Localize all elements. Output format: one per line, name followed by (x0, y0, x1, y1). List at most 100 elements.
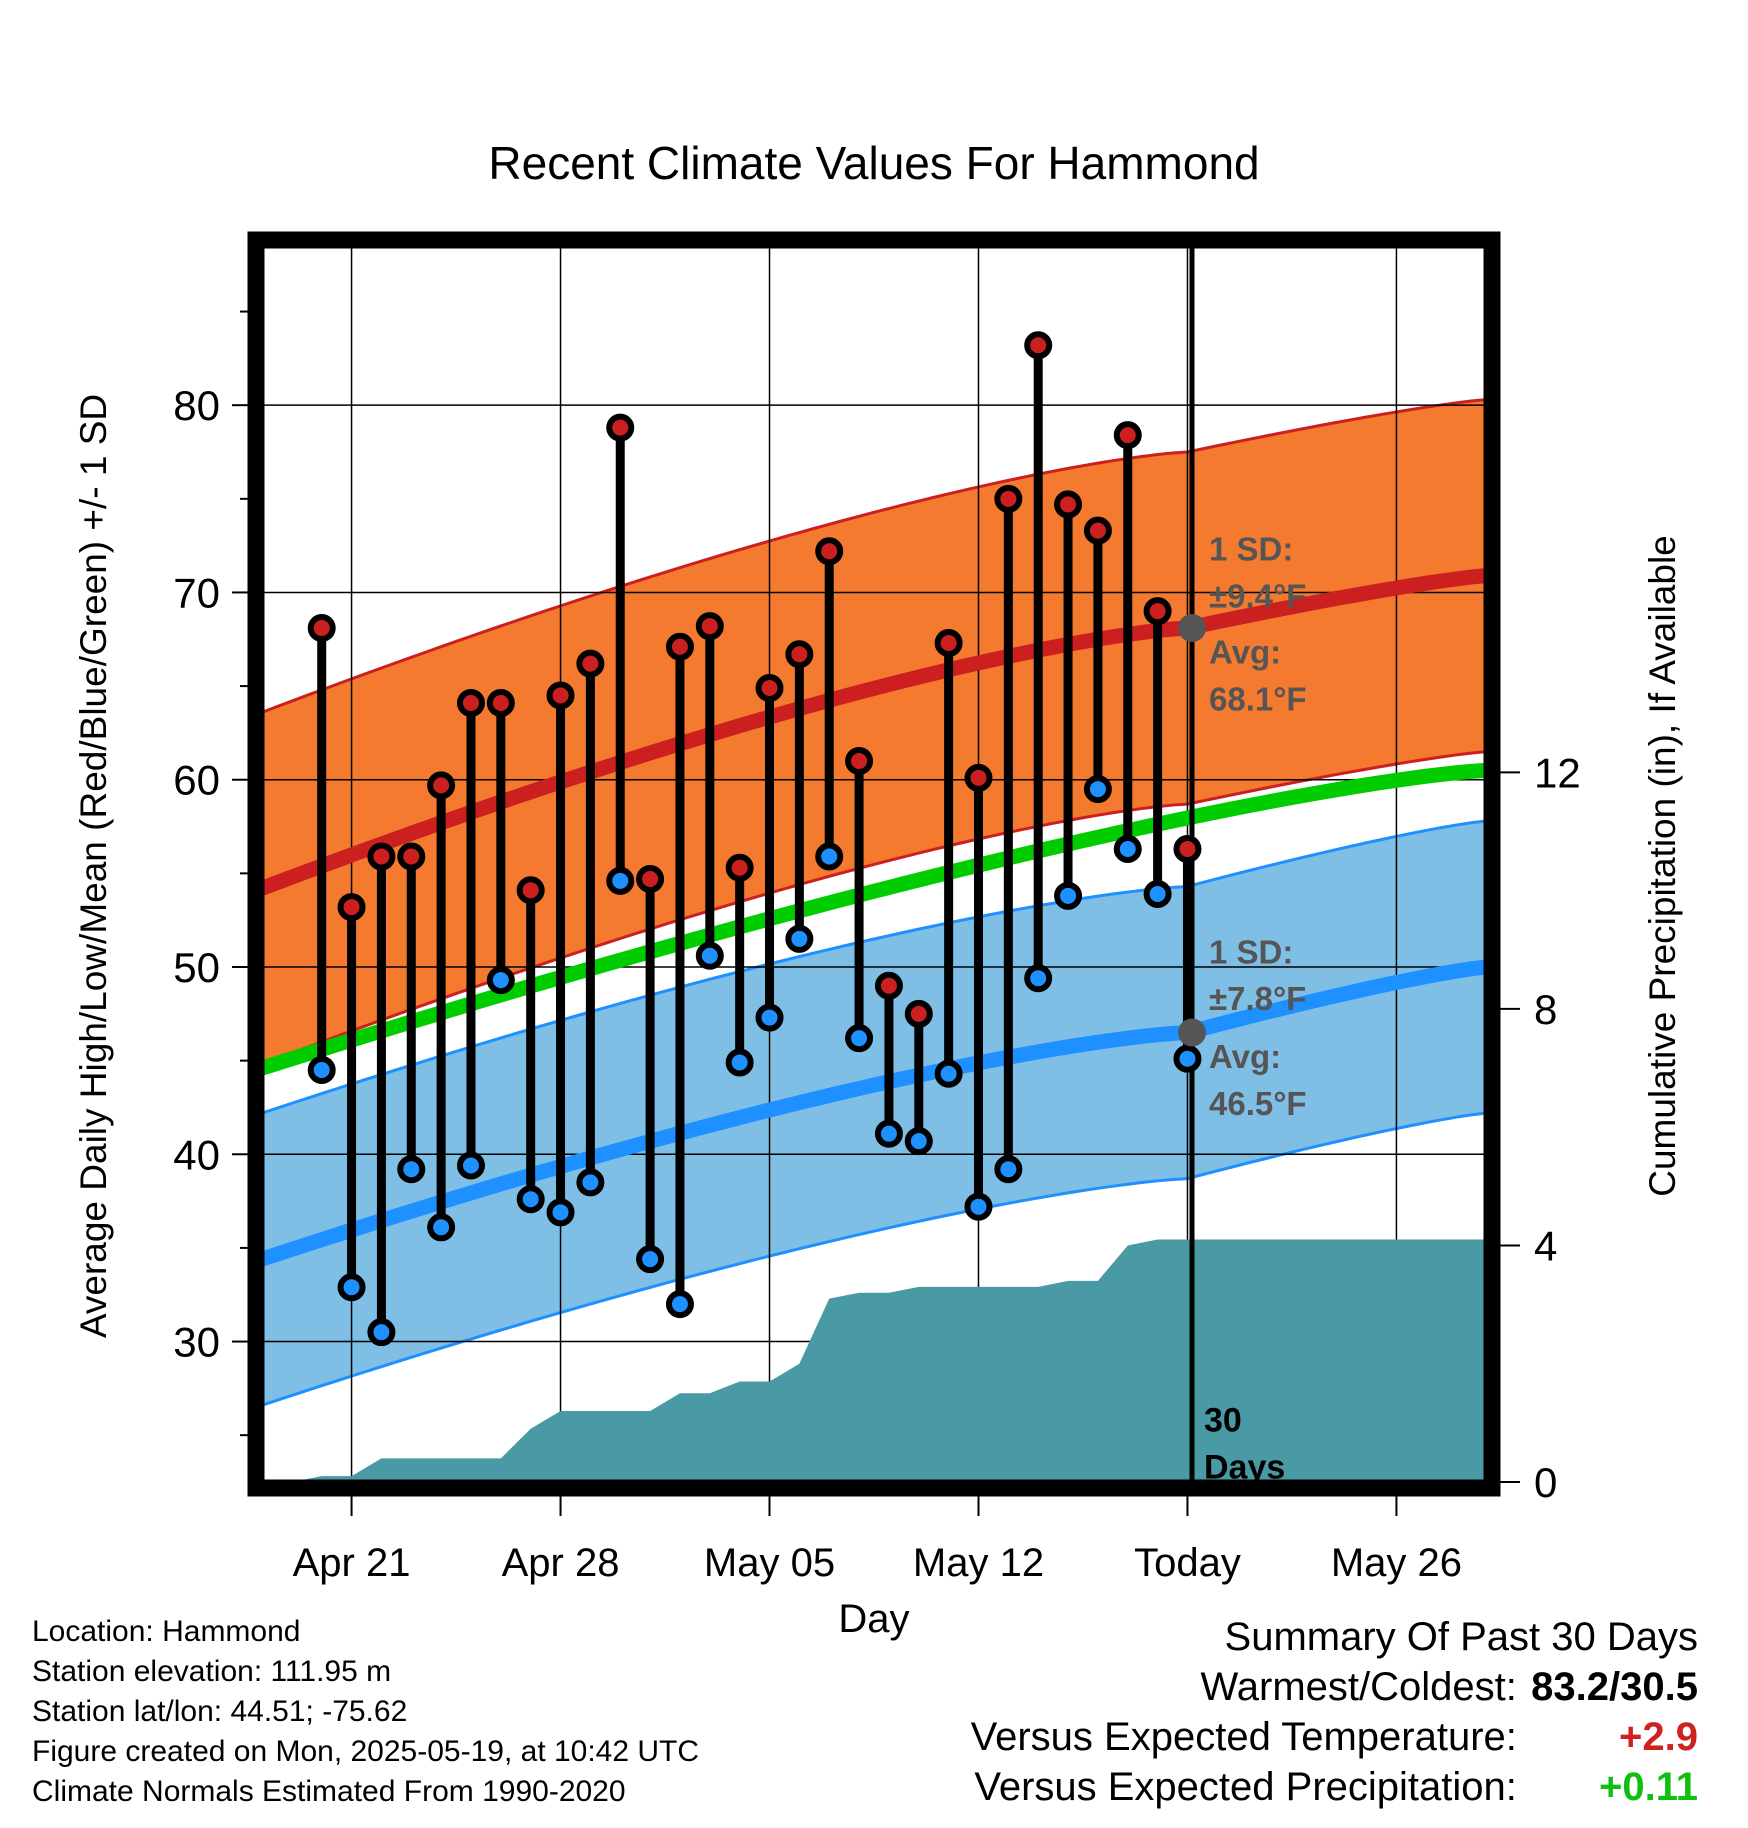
temp-label: Versus Expected Temperature: (970, 1715, 1517, 1759)
high-temp-point (815, 537, 844, 566)
low-temp-point (755, 1003, 784, 1032)
high-temp-point (337, 893, 366, 922)
high-temp-point (695, 612, 724, 641)
low-temp-point (874, 1119, 903, 1148)
y-tick-label: 80 (173, 382, 220, 429)
high-temp-point (1173, 835, 1202, 864)
low-temp-point (427, 1213, 456, 1242)
info-location: Location: Hammond (32, 1615, 301, 1648)
high-temp-point (755, 673, 784, 702)
y-tick-label: 50 (173, 944, 220, 991)
y-tick-label: 30 (173, 1319, 220, 1366)
high-temp-point (1083, 516, 1112, 545)
low-temp-point (516, 1185, 545, 1214)
low-avg-value: 46.5°F (1209, 1085, 1307, 1122)
high-temp-point (785, 640, 814, 669)
station-info: Location: Hammond Station elevation: 111… (32, 1612, 699, 1812)
high-sd-band (262, 399, 1486, 1065)
high-temp-point (904, 999, 933, 1028)
y2-tick-label: 12 (1534, 749, 1581, 796)
y2-tick-label: 0 (1534, 1459, 1557, 1506)
low-temp-point (815, 842, 844, 871)
precip-area (291, 1239, 1486, 1482)
x-axis-label: Day (838, 1597, 909, 1641)
precip-label: Versus Expected Precipitation: (974, 1765, 1517, 1809)
high-sd-label: 1 SD: (1209, 531, 1293, 568)
high-temp-point (725, 853, 754, 882)
high-temp-point (367, 842, 396, 871)
low-temp-point (397, 1155, 426, 1184)
info-latlon: Station lat/lon: 44.51; -75.62 (32, 1695, 408, 1728)
summary-precip: Versus Expected Precipitation: +0.11 (971, 1762, 1698, 1812)
low-temp-point (994, 1155, 1023, 1184)
high-temp-point (994, 484, 1023, 513)
y-tick-label: 40 (173, 1131, 220, 1178)
low-temp-point (695, 941, 724, 970)
x-tick-label: Apr 28 (502, 1541, 620, 1585)
high-temp-point (964, 763, 993, 792)
normal-mean-line (262, 762, 1486, 1076)
normal-low-line (262, 959, 1486, 1267)
low-temp-point (337, 1273, 366, 1302)
warm-cold-value: 83.2/30.5 (1531, 1665, 1698, 1709)
high-temp-point (397, 842, 426, 871)
high-temp-point (1054, 490, 1083, 519)
low-temp-point (1143, 879, 1172, 908)
chart-title: Recent Climate Values For Hammond (488, 137, 1259, 189)
summary-temp: Versus Expected Temperature: +2.9 (971, 1712, 1698, 1762)
low-sd-value: ±7.8°F (1209, 980, 1306, 1017)
low-temp-point (785, 924, 814, 953)
high-temp-point (1143, 597, 1172, 626)
low-temp-point (636, 1245, 665, 1274)
info-created: Figure created on Mon, 2025-05-19, at 10… (32, 1735, 700, 1768)
high-temp-point (427, 771, 456, 800)
low-band-upper-edge (262, 819, 1486, 1115)
y-axis-label: Average Daily High/Low/Mean (Red/Blue/Gr… (73, 394, 114, 1338)
info-normals: Climate Normals Estimated From 1990-2020 (32, 1775, 626, 1808)
y2-tick-label: 4 (1534, 1222, 1557, 1269)
low-temp-point (307, 1056, 336, 1084)
x-tick-label: May 26 (1331, 1541, 1462, 1585)
y2-tick-label: 8 (1534, 986, 1557, 1033)
low-temp-point (456, 1151, 485, 1180)
low-temp-point (546, 1198, 575, 1227)
high-temp-point (486, 688, 515, 717)
high-temp-point (576, 649, 605, 678)
temp-value: +2.9 (1619, 1715, 1698, 1759)
warm-cold-label: Warmest/Coldest: (1200, 1665, 1517, 1709)
high-avg-label: Avg: (1209, 634, 1281, 671)
low-temp-point (1173, 1044, 1202, 1073)
high-temp-point (1024, 331, 1053, 360)
high-avg-value: 68.1°F (1209, 680, 1307, 717)
high-temp-point (606, 413, 635, 442)
x-tick-label: Apr 21 (293, 1541, 411, 1585)
low-sd-label: 1 SD: (1209, 933, 1293, 970)
high-temp-point (307, 614, 336, 643)
summary-panel: Summary Of Past 30 Days Warmest/Coldest:… (971, 1612, 1698, 1812)
summary-title: Summary Of Past 30 Days (1224, 1615, 1698, 1659)
precip-value: +0.11 (1598, 1765, 1698, 1809)
low-temp-point (367, 1318, 396, 1347)
low-temp-point (606, 866, 635, 895)
plot-frame (247, 231, 1501, 1497)
low-temp-point (576, 1168, 605, 1197)
summary-warm-cold: Warmest/Coldest: 83.2/30.5 (971, 1662, 1699, 1712)
high-band-lower-edge (262, 750, 1486, 1066)
x-tick-label: Today (1134, 1541, 1241, 1585)
low-temp-point (964, 1192, 993, 1221)
low-temp-point (904, 1127, 933, 1156)
low-temp-point (486, 966, 515, 995)
x-tick-label: May 12 (913, 1541, 1044, 1585)
today-normal-high-marker (1178, 614, 1206, 643)
high-sd-value: ±9.4°F (1209, 577, 1306, 614)
high-temp-point (456, 688, 485, 717)
high-temp-point (546, 681, 575, 710)
high-temp-point (874, 971, 903, 1000)
low-temp-point (845, 1024, 874, 1053)
high-temp-point (845, 747, 874, 775)
x-tick-label: May 05 (704, 1541, 835, 1585)
low-temp-point (1113, 835, 1142, 864)
low-temp-point (1024, 964, 1053, 993)
days-count-label: 30 (1204, 1401, 1242, 1439)
